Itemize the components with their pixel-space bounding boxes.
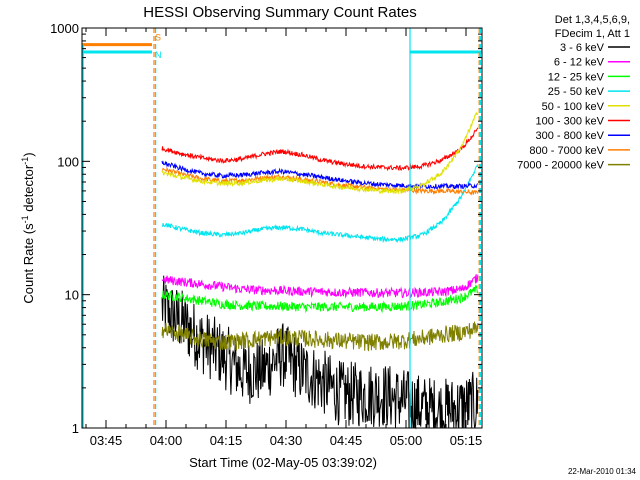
legend-label-50-100-kev: 50 - 100 keV [542, 101, 605, 113]
x-tick-label: 05:00 [390, 433, 423, 448]
x-tick-label: 05:15 [450, 433, 483, 448]
x-tick-label: 03:45 [90, 433, 123, 448]
legend: Det 1,3,4,5,6,9, FDecim 1, Att 1 3 - 6 k… [517, 14, 630, 172]
series-line-800-7000-kev [161, 166, 479, 196]
x-axis-label: Start Time (02-May-05 03:39:02) [189, 455, 377, 470]
series-line-3-6-kev [161, 275, 479, 430]
y-axis-ticks: 1 10 100 1000 [50, 21, 482, 436]
legend-label-6-12-kev: 6 - 12 keV [554, 57, 605, 69]
series-line-50-100-kev [161, 111, 479, 195]
y-tick-label: 10 [65, 288, 79, 303]
legend-header-line-1: Det 1,3,4,5,6,9, [555, 14, 630, 26]
series-line-25-50-kev [161, 163, 479, 244]
x-tick-label: 04:00 [150, 433, 183, 448]
x-tick-label: 04:30 [270, 433, 303, 448]
y-axis-label: Count Rate (s-1 detector-1) [20, 152, 36, 303]
legend-label-12-25-kev: 12 - 25 keV [548, 71, 605, 83]
legend-header-line-2: FDecim 1, Att 1 [555, 28, 630, 40]
legend-label-300-800-kev: 300 - 800 keV [536, 130, 605, 142]
legend-items: 3 - 6 keV 6 - 12 keV 12 - 25 keV 25 - 50 ke… [517, 42, 630, 172]
boundary-lines [153, 28, 481, 428]
flag-label: S [155, 33, 161, 43]
x-tick-label: 04:15 [210, 433, 243, 448]
x-axis-ticks: 03:45 04:00 04:15 04:30 04:45 05:00 05:15 [85, 28, 483, 448]
series-line-12-25-kev [161, 284, 479, 314]
series-layer [161, 111, 479, 430]
legend-label-3-6-kev: 3 - 6 keV [560, 42, 605, 54]
y-tick-label: 1000 [50, 21, 79, 36]
series-line-7000-20000-kev [161, 321, 479, 352]
flag-label: N [155, 50, 162, 60]
y-tick-label: 100 [57, 154, 79, 169]
y-tick-label: 1 [72, 421, 79, 436]
legend-label-25-50-kev: 25 - 50 keV [548, 86, 605, 98]
legend-label-7000-20000-kev: 7000 - 20000 keV [517, 160, 605, 172]
series-line-6-12-kev [161, 274, 479, 299]
legend-label-100-300-kev: 100 - 300 keV [536, 116, 605, 128]
flag-layer: SN [82, 33, 482, 428]
chart-title: HESSI Observing Summary Count Rates [143, 4, 416, 21]
x-tick-label: 04:45 [330, 433, 363, 448]
footer-date: 22-Mar-2010 01:34 [568, 467, 637, 476]
series-line-100-300-kev [161, 127, 479, 172]
legend-label-800-7000-kev: 800 - 7000 keV [529, 145, 604, 157]
plot-frame [81, 27, 483, 429]
